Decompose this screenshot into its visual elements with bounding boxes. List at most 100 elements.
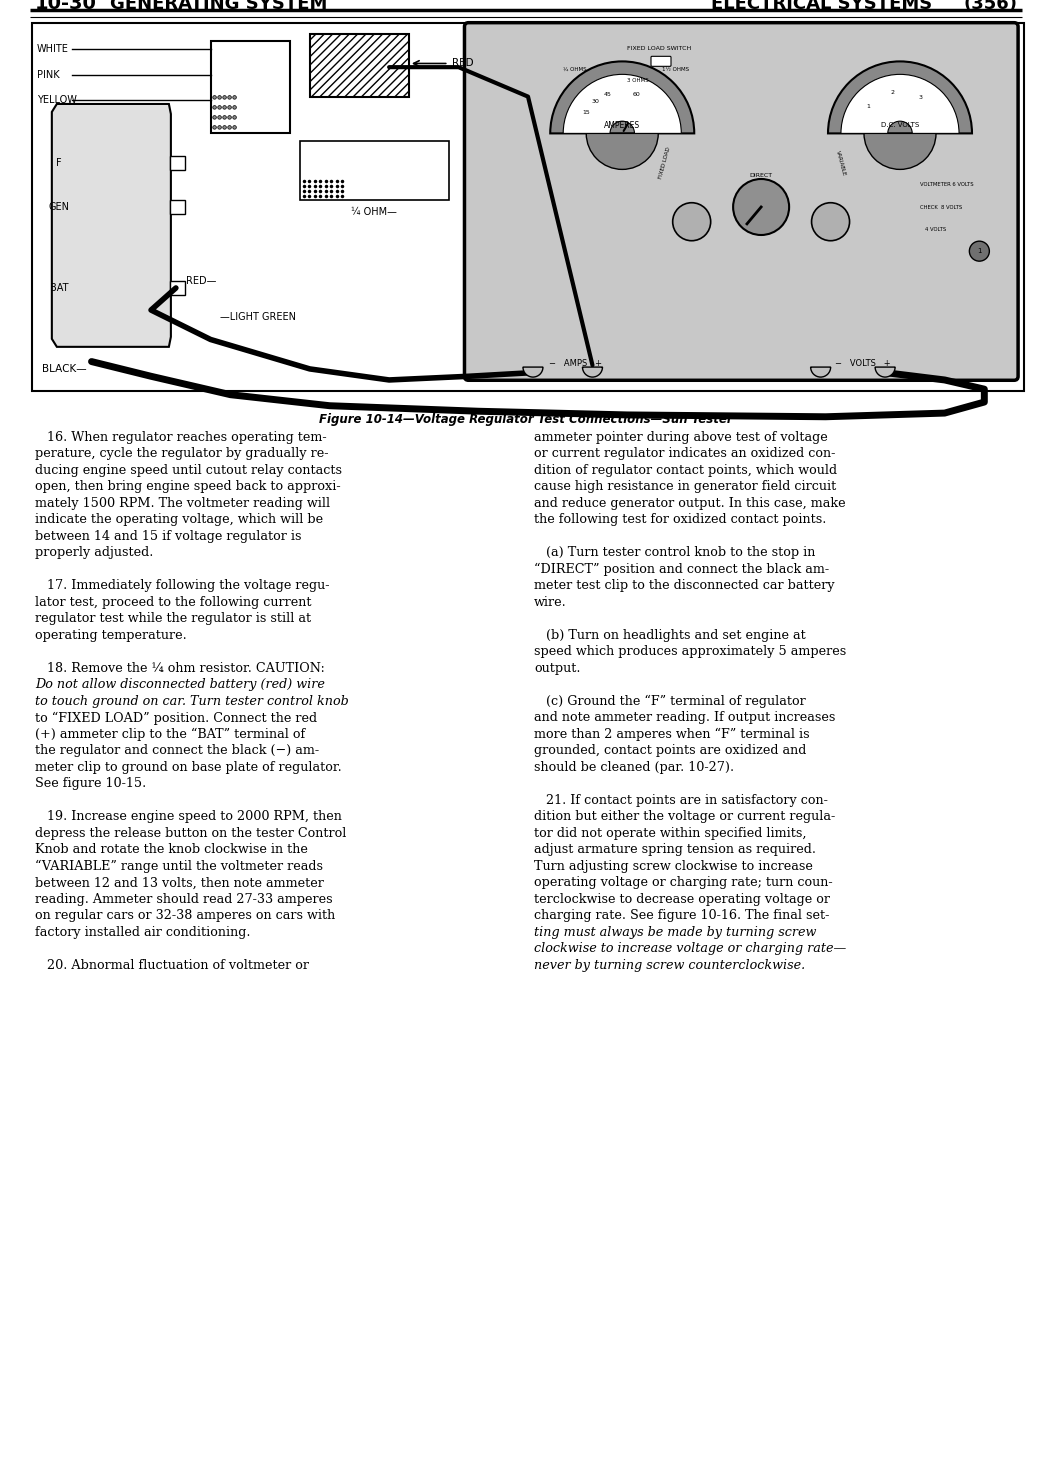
Text: (a) Turn tester control knob to the stop in: (a) Turn tester control knob to the stop… [534,546,815,559]
Text: between 14 and 15 if voltage regulator is: between 14 and 15 if voltage regulator i… [35,530,302,543]
Wedge shape [563,75,682,133]
Circle shape [218,105,221,110]
Bar [169,201,185,214]
Bar [169,155,185,170]
Text: 3: 3 [918,95,923,100]
Circle shape [232,105,237,110]
Circle shape [223,95,226,100]
Polygon shape [52,104,170,347]
Text: to touch ground on car. Turn tester control knob: to touch ground on car. Turn tester cont… [35,695,349,709]
Wedge shape [875,367,895,378]
Text: Do not allow disconnected battery (red) wire: Do not allow disconnected battery (red) … [35,678,325,691]
Text: (c) Ground the “F” terminal of regulator: (c) Ground the “F” terminal of regulator [534,695,806,709]
Circle shape [218,95,221,100]
Text: 19. Increase engine speed to 2000 RPM, then: 19. Increase engine speed to 2000 RPM, t… [35,811,342,823]
Text: 3 OHMS: 3 OHMS [627,78,649,82]
Text: more than 2 amperes when “F” terminal is: more than 2 amperes when “F” terminal is [534,728,810,741]
Text: 1½ OHMS: 1½ OHMS [662,66,689,72]
Text: clockwise to increase voltage or charging rate—: clockwise to increase voltage or chargin… [534,943,846,956]
Text: meter clip to ground on base plate of regulator.: meter clip to ground on base plate of re… [35,761,342,774]
Wedge shape [828,61,972,133]
Text: ELECTRICAL SYSTEMS: ELECTRICAL SYSTEMS [711,0,932,13]
Text: −   VOLTS   +: − VOLTS + [835,359,891,367]
Text: open, then bring engine speed back to approxi-: open, then bring engine speed back to ap… [35,480,341,493]
Bar [32,23,1024,391]
Text: PINK: PINK [37,69,60,79]
Text: 17. Immediately following the voltage regu-: 17. Immediately following the voltage re… [35,580,329,593]
Text: lator test, proceed to the following current: lator test, proceed to the following cur… [35,596,311,609]
Text: factory installed air conditioning.: factory installed air conditioning. [35,927,250,938]
Text: regulator test while the regulator is still at: regulator test while the regulator is st… [35,612,311,625]
Text: D.C. VOLTS: D.C. VOLTS [881,123,919,129]
Text: AMPERES: AMPERES [604,122,641,130]
Circle shape [232,116,237,119]
Text: 45: 45 [604,92,612,97]
Text: (+) ammeter clip to the “BAT” terminal of: (+) ammeter clip to the “BAT” terminal o… [35,728,305,741]
Circle shape [228,105,231,110]
Text: ¼ OHM—: ¼ OHM— [351,206,398,217]
Text: meter test clip to the disconnected car battery: meter test clip to the disconnected car … [534,580,834,593]
Text: 30: 30 [591,100,600,104]
Text: 18. Remove the ¼ ohm resistor. CAUTION:: 18. Remove the ¼ ohm resistor. CAUTION: [35,662,325,675]
Text: charging rate. See figure 10-16. The final set-: charging rate. See figure 10-16. The fin… [534,909,829,922]
Text: perature, cycle the regulator by gradually re-: perature, cycle the regulator by gradual… [35,448,328,461]
Circle shape [742,180,781,218]
Text: −   AMPS   +: − AMPS + [549,359,602,367]
Text: VOLTMETER 6 VOLTS: VOLTMETER 6 VOLTS [919,183,973,187]
Text: Figure 10-14—Voltage Regulator Test Connections—Sun Tester: Figure 10-14—Voltage Regulator Test Conn… [319,413,733,426]
Text: the following test for oxidized contact points.: the following test for oxidized contact … [534,514,827,527]
Wedge shape [523,367,543,378]
Text: ammeter pointer during above test of voltage: ammeter pointer during above test of vol… [534,430,828,444]
Wedge shape [864,133,936,170]
Text: should be cleaned (par. 10-27).: should be cleaned (par. 10-27). [534,761,734,774]
Circle shape [232,95,237,100]
Circle shape [213,126,217,129]
Text: “DIRECT” position and connect the black am-: “DIRECT” position and connect the black … [534,564,829,577]
Wedge shape [583,367,603,378]
Circle shape [228,95,231,100]
Circle shape [969,242,989,261]
Text: tor did not operate within specified limits,: tor did not operate within specified lim… [534,827,807,840]
Text: operating temperature.: operating temperature. [35,630,187,643]
Circle shape [232,126,237,129]
Text: RED: RED [451,59,473,69]
Text: Turn adjusting screw clockwise to increase: Turn adjusting screw clockwise to increa… [534,859,813,873]
Text: 20. Abnormal fluctuation of voltmeter or: 20. Abnormal fluctuation of voltmeter or [35,959,309,972]
Text: (b) Turn on headlights and set engine at: (b) Turn on headlights and set engine at [534,630,806,643]
Text: VARIABLE: VARIABLE [834,149,846,176]
Text: 1: 1 [866,104,870,108]
Circle shape [213,105,217,110]
Text: mately 1500 RPM. The voltmeter reading will: mately 1500 RPM. The voltmeter reading w… [35,496,330,509]
Text: See figure 10-15.: See figure 10-15. [35,777,146,791]
Text: 15: 15 [582,110,590,116]
Circle shape [213,95,217,100]
Text: 4 VOLTS: 4 VOLTS [925,227,946,231]
Text: wire.: wire. [534,596,567,609]
Text: cause high resistance in generator field circuit: cause high resistance in generator field… [534,480,836,493]
Circle shape [213,116,217,119]
Text: F: F [56,158,62,168]
Text: ¼ OHMS: ¼ OHMS [563,66,586,72]
Text: reading. Ammeter should read 27-33 amperes: reading. Ammeter should read 27-33 amper… [35,893,332,906]
Circle shape [672,202,711,240]
Text: grounded, contact points are oxidized and: grounded, contact points are oxidized an… [534,745,807,757]
Text: YELLOW: YELLOW [37,95,77,105]
Text: 1: 1 [977,249,982,255]
Text: 10-30: 10-30 [35,0,97,13]
Text: CHECK  8 VOLTS: CHECK 8 VOLTS [919,205,963,209]
Text: GENERATING SYSTEM: GENERATING SYSTEM [110,0,327,13]
Text: terclockwise to decrease operating voltage or: terclockwise to decrease operating volta… [534,893,830,906]
Text: speed which produces approximately 5 amperes: speed which produces approximately 5 amp… [534,646,846,659]
Text: DIRECT: DIRECT [750,173,772,179]
Text: dition of regulator contact points, which would: dition of regulator contact points, whic… [534,464,837,477]
Bar [309,34,409,97]
Text: never by turning screw counterclockwise.: never by turning screw counterclockwise. [534,959,805,972]
Circle shape [218,116,221,119]
Text: GEN: GEN [48,202,69,212]
Circle shape [228,126,231,129]
Text: on regular cars or 32-38 amperes on cars with: on regular cars or 32-38 amperes on cars… [35,909,336,922]
Text: operating voltage or charging rate; turn coun-: operating voltage or charging rate; turn… [534,877,832,890]
Circle shape [223,116,226,119]
Text: 16. When regulator reaches operating tem-: 16. When regulator reaches operating tem… [35,430,326,444]
Text: Knob and rotate the knob clockwise in the: Knob and rotate the knob clockwise in th… [35,843,308,856]
